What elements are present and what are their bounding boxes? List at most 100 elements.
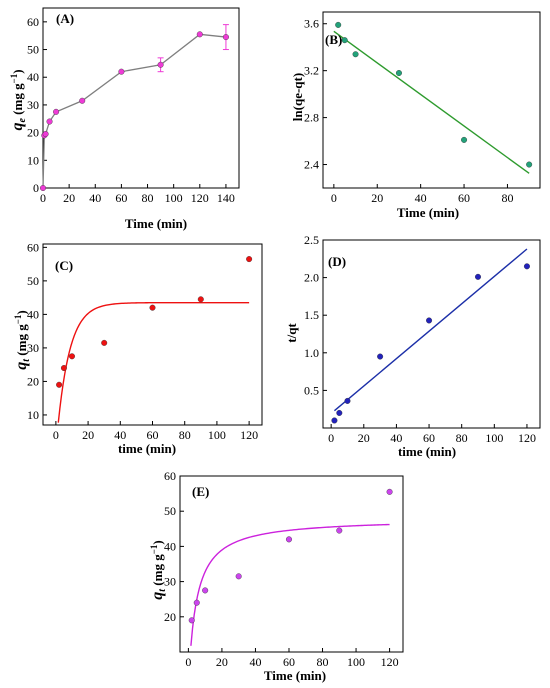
panel-b-xtick-label: 60: [458, 191, 470, 205]
panel-a-point: [222, 34, 229, 41]
panel-c-point: [246, 256, 253, 263]
panel-c-xtick-label: 80: [179, 428, 191, 442]
panel-e-frame: [179, 475, 404, 653]
panel-d-ytick-label: 2.5: [304, 233, 319, 247]
panel-a-label: (A): [56, 11, 74, 26]
panel-d-point: [523, 263, 530, 270]
panel-b-xtick-label: 20: [371, 191, 383, 205]
panel-c-ytick-label: 40: [27, 307, 39, 321]
panel-c-ytick-label: 50: [27, 274, 39, 288]
panel-c-point: [60, 365, 67, 372]
panel-e-xlabel: Time (min): [264, 668, 326, 683]
panel-d: 0 20 40 60 80 100 120 0.5 1.0 1.5 2.0 2.5 (D) time …: [284, 233, 541, 459]
panel-a-xtick-label: 60: [115, 191, 127, 205]
panel-e-ytick-label: 50: [164, 504, 176, 518]
panel-a-xtick-label: 140: [217, 191, 235, 205]
panel-c-xtick-label: 40: [114, 428, 126, 442]
panel-a-xtick-label: 20: [63, 191, 75, 205]
panel-d-frame: [322, 239, 541, 429]
panel-e-xtick-label: 0: [185, 655, 191, 669]
panel-e-ytick-label: 20: [164, 610, 176, 624]
panel-d-point: [344, 397, 351, 404]
panel-d-xlabel: time (min): [398, 444, 456, 459]
panel-a-ytick-label: 60: [27, 15, 39, 29]
panel-a-ytick-label: 20: [27, 126, 39, 140]
panel-b-fit-line: [333, 30, 530, 174]
panel-c-frame: [42, 243, 263, 426]
panel-b-ytick-label: 3.6: [304, 17, 319, 31]
panel-a-ytick-label: 10: [27, 153, 39, 167]
panel-e-xtick-label: 120: [381, 655, 399, 669]
panel-a-point: [118, 68, 125, 75]
panel-d-fit-line: [333, 248, 528, 412]
panel-a-point: [196, 31, 203, 38]
panel-a-xtick-label: 40: [89, 191, 101, 205]
panel-a-point: [46, 118, 53, 125]
panel-a-xlabel: Time (min): [125, 216, 187, 231]
panel-d-ytick-label: 2.0: [304, 271, 319, 285]
panel-a-point: [40, 184, 47, 191]
panel-e-point: [235, 573, 242, 580]
panel-c-ytick-label: 30: [27, 341, 39, 355]
panel-d-point: [331, 417, 338, 424]
panel-e-point: [193, 599, 200, 606]
panel-c-point: [68, 353, 75, 360]
panel-d-point: [377, 353, 384, 360]
panel-d-ylabel: t/qt: [284, 323, 299, 343]
panel-c-ytick-label: 10: [27, 408, 39, 422]
panel-d-xtick-label: 20: [358, 431, 370, 445]
panel-e-ytick-label: 60: [164, 469, 176, 483]
panel-d-xtick-label: 60: [423, 431, 435, 445]
panel-a-point: [42, 130, 49, 137]
panel-b-point: [352, 51, 359, 58]
panel-a-point: [157, 61, 164, 68]
panel-d-plot: 0 20 40 60 80 100 120 0.5 1.0 1.5 2.0 2.5: [304, 233, 541, 445]
panel-e-label: (E): [192, 484, 209, 499]
panel-b-xtick-label: 80: [501, 191, 513, 205]
panel-c-ylabel: qt (mg g−1): [13, 310, 32, 369]
panel-c-xtick-label: 60: [147, 428, 159, 442]
panel-d-xtick-label: 120: [518, 431, 536, 445]
panel-c-xtick-label: 20: [82, 428, 94, 442]
panel-c-fit-line: [57, 301, 250, 423]
panel-a-ylabel: qe (mg g−1): [9, 69, 28, 130]
panel-d-xtick-label: 80: [456, 431, 468, 445]
panel-e-xtick-label: 20: [216, 655, 228, 669]
panel-e-point: [336, 527, 343, 534]
panel-d-label: (D): [328, 254, 346, 269]
panel-c: 0 20 40 60 80 100 120 10 20 30 40 50 60 (C) time (mi…: [13, 240, 263, 456]
panel-a-xtick-label: 80: [142, 191, 154, 205]
panel-c-plot: 0 20 40 60 80 100 120 10 20 30 40 50 60: [27, 240, 263, 442]
panel-a-ytick-label: 0: [33, 181, 39, 195]
panel-c-point: [56, 381, 63, 388]
panel-a-ytick-label: 40: [27, 70, 39, 84]
panel-a: 0 20 40 60 80 100 120 140 0 10 20 30 40 50 60 (A) Time…: [9, 7, 240, 231]
panel-c-point: [101, 339, 108, 346]
panel-b-point: [341, 37, 348, 44]
panel-e: 0 20 40 60 80 100 120 20 30 40 50 60 (E) Time (min)…: [149, 469, 404, 683]
panel-a-xtick-label: 100: [165, 191, 183, 205]
panel-c-xtick-label: 120: [240, 428, 258, 442]
panel-c-xlabel: time (min): [118, 441, 176, 456]
panel-a-frame: [42, 7, 240, 189]
panel-e-xtick-label: 60: [283, 655, 295, 669]
panel-b-xtick-label: 0: [331, 191, 337, 205]
panel-d-xtick-label: 0: [328, 431, 334, 445]
panel-c-xtick-label: 0: [53, 428, 59, 442]
panel-d-ytick-label: 0.5: [304, 383, 319, 397]
panel-b-point: [526, 161, 533, 168]
panel-e-point: [188, 617, 195, 624]
panel-b-point: [395, 70, 402, 77]
panel-d-ytick-label: 1.0: [304, 346, 319, 360]
panel-c-ytick-label: 60: [27, 240, 39, 254]
panel-d-ytick-label: 1.5: [304, 308, 319, 322]
panel-e-xtick-label: 80: [317, 655, 329, 669]
panel-b-point: [461, 136, 468, 143]
panel-b-label: (B): [325, 32, 342, 47]
panel-c-point: [149, 304, 156, 311]
panel-b-frame: [322, 11, 541, 189]
panel-b-xlabel: Time (min): [397, 205, 459, 220]
panel-e-xtick-label: 40: [249, 655, 261, 669]
panel-e-ytick-label: 30: [164, 575, 176, 589]
